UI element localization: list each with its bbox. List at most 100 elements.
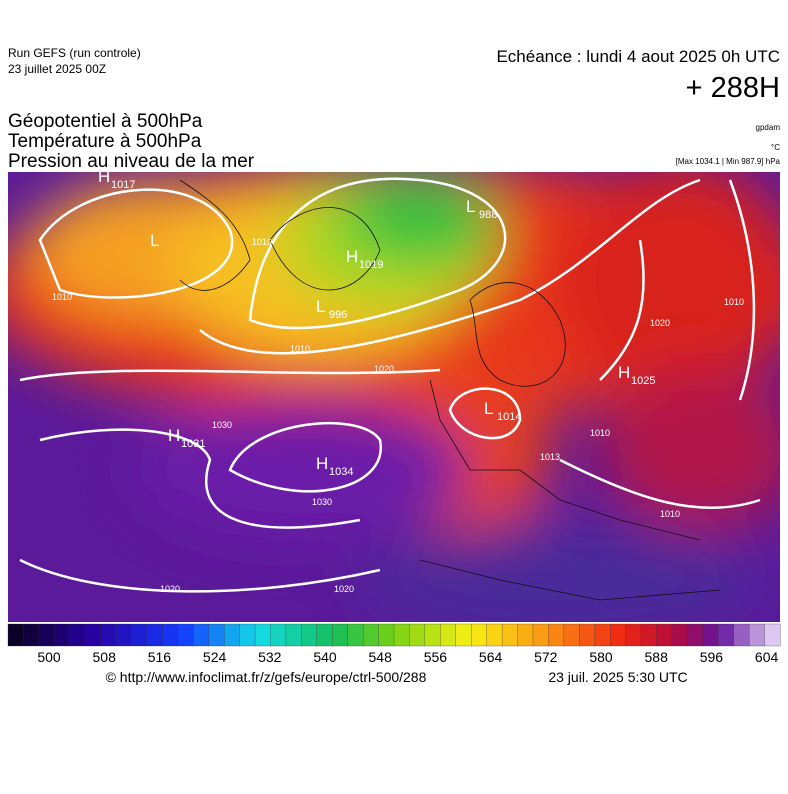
color-swatch — [501, 623, 518, 647]
color-swatch — [69, 623, 86, 647]
field: Pression au niveau de la mer — [8, 151, 255, 172]
color-swatch — [702, 623, 719, 647]
center-letter: L — [150, 231, 159, 250]
color-swatch — [517, 623, 534, 647]
map — [8, 172, 780, 622]
unit: [Max 1034.1 | Min 987.9] hPa — [676, 157, 781, 166]
color-swatch — [440, 623, 457, 647]
color-swatch — [625, 623, 642, 647]
isobar-label: 1020 — [334, 584, 354, 594]
colorbar-tick-label: 532 — [258, 649, 282, 665]
center-letter: H — [618, 363, 630, 382]
source: © http://www.infoclimat.fr/z/gefs/europe… — [106, 669, 427, 685]
center-value: 988 — [479, 209, 497, 221]
color-swatch — [38, 623, 55, 647]
isobar-label: 1020 — [374, 364, 394, 374]
run-date: 23 juillet 2025 00Z — [8, 62, 106, 76]
color-swatch — [7, 623, 24, 647]
color-swatch — [224, 623, 241, 647]
color-swatch — [687, 623, 704, 647]
color-swatch — [471, 623, 488, 647]
colorbar-tick-label: 500 — [37, 649, 61, 665]
isobar-label: 1013 — [540, 452, 560, 462]
color-swatch — [100, 623, 117, 647]
unit: gpdam — [756, 123, 781, 132]
color-swatch — [362, 623, 380, 647]
color-swatch — [640, 623, 657, 647]
isobar-label: 1010 — [660, 509, 680, 519]
center-value: 1034 — [329, 466, 353, 478]
colorbar-labels: 500 508 516 524 532 540 548 556 564 572 580 588 596 6… — [37, 649, 778, 665]
color-swatch — [208, 623, 225, 647]
center-letter: H — [346, 247, 358, 266]
color-swatch — [718, 623, 735, 647]
colorbar-tick-label: 540 — [313, 649, 337, 665]
colorbar-tick-label: 524 — [203, 649, 227, 665]
color-swatch — [764, 623, 781, 647]
unit: °C — [771, 143, 780, 152]
color-swatch — [285, 623, 302, 647]
isobar-label: 1010 — [252, 237, 272, 247]
issued: 23 juil. 2025 5:30 UTC — [548, 669, 687, 685]
center-value: 996 — [329, 309, 347, 321]
color-swatch — [254, 623, 271, 647]
center-value: 1017 — [111, 179, 135, 191]
lead-time: + 288H — [686, 72, 780, 104]
isobar-label: 1020 — [160, 584, 180, 594]
color-swatch — [54, 623, 71, 647]
color-swatch — [85, 623, 102, 647]
color-swatch — [486, 623, 503, 647]
color-swatch — [393, 623, 410, 647]
isobar-label: 1020 — [650, 318, 670, 328]
center-letter: L — [316, 297, 325, 316]
color-swatch — [424, 623, 441, 647]
isobar-label: 1010 — [724, 297, 744, 307]
colorbar-tick-label: 548 — [369, 649, 393, 665]
colorbar-tick-label: 508 — [93, 649, 117, 665]
field: Géopotentiel à 500hPa — [8, 111, 203, 132]
isobar-label: 1010 — [590, 428, 610, 438]
color-swatch — [316, 623, 333, 647]
isobar-label: 1030 — [212, 420, 232, 430]
colorbar-tick-label: 588 — [645, 649, 669, 665]
color-swatch — [332, 623, 349, 647]
center-value: 1025 — [631, 375, 655, 387]
center-value: 1031 — [181, 438, 205, 450]
color-swatch — [579, 623, 596, 647]
color-swatch — [270, 623, 287, 647]
color-swatch — [193, 623, 210, 647]
colorbar-tick-label: 516 — [148, 649, 172, 665]
colorbar-tick-label: 604 — [755, 649, 779, 665]
color-swatch — [162, 623, 179, 647]
color-swatch — [594, 623, 611, 647]
color-swatch — [532, 623, 549, 647]
color-swatch — [115, 623, 132, 647]
color-swatch — [671, 623, 688, 647]
color-swatch — [563, 623, 580, 647]
isobar-label: 1030 — [312, 497, 332, 507]
colorbar-tick-label: 556 — [424, 649, 448, 665]
color-swatch — [23, 623, 40, 647]
field: Température à 500hPa — [8, 131, 202, 152]
color-swatch — [409, 623, 426, 647]
color-swatch — [455, 623, 472, 647]
center-letter: H — [168, 426, 180, 445]
color-swatch — [748, 623, 766, 647]
center-letter: L — [484, 399, 493, 418]
colorbar-tick-label: 564 — [479, 649, 503, 665]
color-swatch — [733, 623, 750, 647]
color-swatch — [301, 623, 318, 647]
valid-time: Echéance : lundi 4 aout 2025 0h UTC — [496, 47, 780, 66]
color-swatch — [239, 623, 256, 647]
center-letter: L — [466, 197, 475, 216]
color-swatch — [656, 623, 673, 647]
color-swatch — [347, 623, 364, 647]
run: Run GEFS (run controle) — [8, 46, 141, 60]
color-swatch — [177, 623, 194, 647]
isobar-label: 1010 — [52, 292, 72, 302]
color-swatch — [146, 623, 163, 647]
color-swatch — [378, 623, 395, 647]
center-value: 1019 — [359, 259, 383, 271]
color-swatch — [131, 623, 148, 647]
